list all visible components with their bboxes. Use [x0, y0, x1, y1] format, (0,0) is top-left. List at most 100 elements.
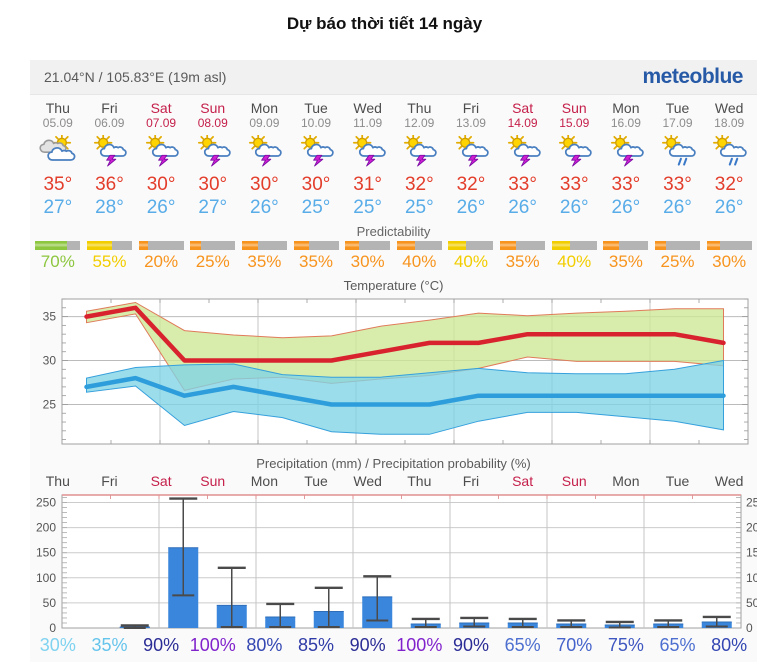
day-name: Thu: [45, 473, 70, 489]
day-column[interactable]: Mon 16.09: [600, 100, 652, 131]
day-column[interactable]: Tue 17.09: [652, 101, 704, 131]
predictability-bar-fill: [86, 241, 112, 250]
min-temperature-value: 27°: [198, 197, 228, 218]
predictability-bar-fill: [35, 241, 67, 250]
day-column[interactable]: Fri 06.09: [84, 100, 136, 131]
day-date: 09.09: [249, 116, 280, 130]
day-name: Sun: [561, 473, 587, 489]
day-date: 07.09: [146, 116, 177, 130]
precip-day-label: Sun: [187, 473, 239, 490]
precip-day-label: Wed: [342, 473, 394, 490]
day-name: Sat: [512, 100, 534, 116]
day-column[interactable]: Sun 08.09: [187, 101, 239, 131]
day-column[interactable]: Sat 07.09: [135, 101, 187, 131]
day-name: Fri: [101, 100, 118, 116]
day-date: 10.09: [301, 116, 332, 130]
max-temperature-value: 32°: [404, 174, 434, 195]
precip-axis-label-left: 50: [43, 596, 57, 610]
day-date: 18.09: [714, 116, 745, 130]
predictability-percent: 35%: [608, 252, 643, 271]
precip-axis-label-left: 200: [36, 521, 56, 535]
day-column[interactable]: Wed 11.09: [342, 101, 394, 131]
precip-day-label: Mon: [600, 473, 652, 490]
min-temperature-value: 26°: [250, 197, 279, 218]
predictability-bar: [241, 241, 287, 250]
day-name: Tue: [665, 473, 690, 489]
max-temperature-value: 35°: [43, 174, 73, 195]
predictability-bar-fill: [603, 241, 620, 250]
max-temperature-value: 33°: [611, 174, 641, 195]
thunderstorm-icon: [497, 135, 549, 172]
predictability-percent: 40%: [402, 252, 437, 271]
day-name: Tue: [304, 473, 328, 489]
predictability-bar-fill: [241, 241, 258, 250]
day-column[interactable]: Sat 14.09: [497, 100, 549, 131]
day-name: Mon: [612, 100, 640, 116]
predictability-bar: [138, 241, 184, 250]
predictability-percent: 20%: [144, 252, 179, 271]
day-column[interactable]: Fri 13.09: [445, 100, 497, 131]
precipitation-whisker: [363, 575, 392, 622]
predictability-bar-cell: [445, 241, 497, 250]
precip-axis-label-left: 150: [36, 546, 56, 560]
predictability-bar: [448, 241, 494, 250]
day-column[interactable]: Mon 09.09: [239, 101, 291, 131]
max-temperature-value: 30°: [301, 174, 331, 195]
predictability-bar-cell: [548, 241, 600, 250]
temperature-chart: 25 30 35: [43, 298, 749, 445]
day-name: Wed: [714, 473, 744, 489]
day-column[interactable]: Tue 10.09: [290, 101, 342, 131]
precip-day-label: Thu: [393, 473, 445, 490]
predictability-percent: 35%: [247, 252, 282, 271]
day-name: Fri: [101, 473, 118, 489]
precipitation-whisker: [266, 602, 295, 628]
predictability-percent: 40%: [557, 252, 592, 271]
temp-axis-label: 25: [43, 397, 57, 411]
day-column[interactable]: Sun 15.09: [548, 101, 600, 131]
precipitation-chart-title: Precipitation (mm) / Precipitation proba…: [256, 456, 531, 471]
precipitation-probability: 100%: [396, 635, 443, 655]
predictability-bar: [190, 241, 236, 250]
day-name: Fri: [462, 100, 480, 116]
widget-header: 21.04°N / 105.83°E (19m asl) meteoblue: [30, 60, 757, 95]
predictability-bar-fill: [551, 241, 570, 250]
min-temperature-row: 27° 28° 26° 27° 26° 25° 25° 25° 26° 26° 26° 26° 26° 2…: [30, 196, 757, 219]
precip-day-label: Wed: [703, 473, 755, 490]
precip-day-label: Sat: [135, 473, 187, 490]
precip-axis-label-left: 100: [36, 571, 56, 585]
meteoblue-logo[interactable]: meteoblue: [642, 65, 743, 88]
thunderstorm-icon: [135, 135, 187, 172]
precip-axis-label-right: 100: [746, 571, 757, 585]
predictability-percent: 25%: [195, 252, 230, 271]
rain-showers-icon: [703, 135, 755, 172]
min-temperature-value: 26°: [714, 197, 744, 218]
max-temperature-value: 30°: [146, 174, 176, 195]
max-temperature-value: 30°: [198, 174, 228, 195]
predictability-percent: 35%: [505, 252, 540, 271]
thunderstorm-icon: [239, 135, 291, 172]
predictability-percent: 35%: [299, 252, 334, 271]
precipitation-probability: 90%: [349, 635, 386, 655]
min-temperature-value: 26°: [146, 197, 176, 218]
day-column[interactable]: Thu 05.09: [32, 101, 84, 131]
precipitation-probability: 65%: [504, 635, 541, 655]
predictability-percent: 25%: [660, 252, 695, 271]
precipitation-day-row: Thu Fri Sat Sun Mon Tue Wed Thu Fri Sat Sun Mon Tue W…: [30, 473, 757, 490]
predictability-bar-cell: [84, 241, 136, 250]
predictability-bar-fill: [655, 241, 667, 250]
predictability-bar: [500, 241, 546, 250]
min-temperature-value: 26°: [663, 197, 692, 218]
max-temperature-value: 32°: [456, 174, 486, 195]
predictability-percent: 70%: [40, 252, 75, 271]
min-temperature-range: [86, 359, 724, 435]
precipitation-whisker: [557, 619, 586, 628]
precip-day-label: Sun: [548, 473, 600, 490]
predictability-bar-fill: [138, 241, 148, 250]
precip-axis-label-right: 250: [746, 496, 757, 510]
day-column[interactable]: Wed 18.09: [703, 101, 755, 131]
predictability-label: Predictability: [356, 224, 431, 239]
day-name: Fri: [462, 473, 480, 489]
predictability-bar-cell: [600, 241, 652, 250]
day-column[interactable]: Thu 12.09: [393, 101, 445, 131]
precipitation-probability: 100%: [189, 635, 236, 655]
